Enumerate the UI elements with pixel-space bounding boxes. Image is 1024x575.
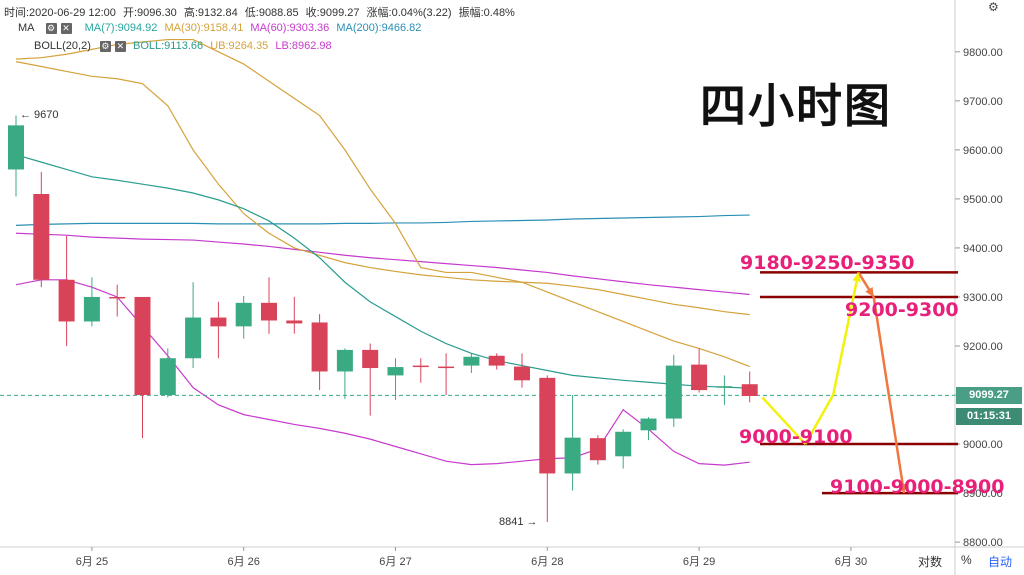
candle-body xyxy=(362,349,379,369)
candle-body xyxy=(58,279,75,322)
candle-body xyxy=(336,349,353,372)
price-tick-label: 9700.00 xyxy=(963,96,1003,108)
chart-title: 四小时图 xyxy=(700,79,892,133)
candle-body xyxy=(8,125,24,170)
candle-body xyxy=(235,302,252,327)
time-tick-label: 6月 29 xyxy=(683,556,715,568)
ma200-series-line xyxy=(15,214,750,226)
annotation-target-up: 9180-9250-9350 xyxy=(740,252,915,274)
projection-arrow-segment xyxy=(872,296,906,494)
boll-indicator-row: BOLL(20,2) ⚙ ✕ BOLL:9113.66 UB:9264.35 LB… xyxy=(34,40,336,52)
price-tick-label: 9800.00 xyxy=(963,47,1003,59)
projection-arrowhead xyxy=(865,287,874,297)
annotation-support: 9000-9100 xyxy=(739,426,853,448)
candle-body xyxy=(387,367,404,376)
boll-readout: BOLL:9113.66 xyxy=(133,40,204,52)
candle-body xyxy=(564,437,581,474)
settings-icon[interactable]: ⚙ xyxy=(99,40,111,52)
settings-icon[interactable]: ⚙ xyxy=(45,22,57,34)
price-tick-label: 8900.00 xyxy=(963,488,1003,500)
auto-scale-button[interactable]: 自动 xyxy=(988,555,1013,569)
projection-arrow-segment xyxy=(831,272,860,396)
time-tick-label: 6月 25 xyxy=(76,556,108,568)
candle-body xyxy=(83,296,100,322)
candle-body xyxy=(615,431,632,457)
low-marker-label: 8841 → xyxy=(499,516,538,528)
ma-indicator-row: MA ⚙ ✕ MA(7):9094.92 MA(30):9158.41 MA(60… xyxy=(18,22,425,34)
gear-icon[interactable]: ⚙ xyxy=(988,0,999,14)
close-icon[interactable]: ✕ xyxy=(114,40,126,52)
candle-body xyxy=(159,358,176,396)
boll-mid-band-line xyxy=(15,154,750,389)
ma30-series-line xyxy=(15,38,750,368)
time-tick-label: 6月 30 xyxy=(835,556,867,568)
candle-body xyxy=(589,438,606,461)
amplitude-readout: 振幅:0.48% xyxy=(458,7,515,19)
price-tick-label: 9500.00 xyxy=(963,194,1003,206)
percent-scale-button[interactable]: % xyxy=(961,553,972,567)
price-tick-label: 8800.00 xyxy=(963,537,1003,549)
candle-body xyxy=(514,366,530,381)
candle-body xyxy=(463,356,480,366)
candle-body xyxy=(412,365,429,368)
ohlc-header: 时间:2020-06-29 12:00 开:9096.30 高:9132.84 … xyxy=(4,4,519,20)
log-scale-button[interactable]: 对数 xyxy=(918,555,943,569)
time-tick-label: 6月 27 xyxy=(379,556,411,568)
candle-body xyxy=(488,355,505,366)
candle-body xyxy=(691,364,708,391)
time-tick-label: 6月 26 xyxy=(227,556,259,568)
close-icon[interactable]: ✕ xyxy=(60,22,72,34)
projection-arrowhead xyxy=(852,272,861,283)
candle-body xyxy=(185,317,202,359)
projection-arrow-segment xyxy=(804,394,835,445)
price-tick-label: 9300.00 xyxy=(963,292,1003,304)
ma60-series-line xyxy=(15,232,750,296)
candle-body xyxy=(539,377,556,474)
close-readout: 收:9099.27 xyxy=(305,7,360,19)
candle-body xyxy=(33,193,50,280)
candle-body xyxy=(210,317,227,327)
annotation-resist: 9200-9300 xyxy=(845,299,959,321)
price-tick-label: 9200.00 xyxy=(963,341,1003,353)
lb-readout: LB:8962.98 xyxy=(275,40,332,52)
high-marker-label: ← 9670 xyxy=(20,109,59,121)
annotation-target-down: 9100-9000-8900 xyxy=(830,476,1005,498)
countdown-tag: 01:15:31 xyxy=(956,408,1022,425)
low-readout: 低:9088.85 xyxy=(244,7,299,19)
candle-body xyxy=(134,296,151,396)
candle-body xyxy=(438,366,455,369)
ma30-readout: MA(30):9158.41 xyxy=(164,22,244,34)
candle-body xyxy=(109,296,126,299)
boll-lower-band-line xyxy=(15,279,750,466)
boll-indicator-label: BOLL(20,2) xyxy=(34,40,91,52)
price-tick-label: 9600.00 xyxy=(963,145,1003,157)
ma7-readout: MA(7):9094.92 xyxy=(84,22,158,34)
projection-arrow-segment xyxy=(761,396,807,445)
change-readout: 涨幅:0.04%(3.22) xyxy=(366,7,452,19)
time-tick-label: 6月 28 xyxy=(531,556,563,568)
current-price-tag: 9099.27 xyxy=(956,387,1022,404)
candle-body xyxy=(311,322,328,372)
candle-body xyxy=(261,302,277,321)
candle-body xyxy=(741,384,758,396)
price-tick-label: 9000.00 xyxy=(963,439,1003,451)
projection-arrowhead xyxy=(898,483,907,494)
candle-body xyxy=(665,365,682,419)
time-readout: 时间:2020-06-29 12:00 xyxy=(4,7,116,19)
ma-indicator-label: MA xyxy=(18,22,35,34)
candle-body xyxy=(716,386,733,388)
ub-readout: UB:9264.35 xyxy=(210,40,269,52)
open-readout: 开:9096.30 xyxy=(122,7,177,19)
price-tick-label: 9400.00 xyxy=(963,243,1003,255)
candle-body xyxy=(640,418,657,431)
candle-body xyxy=(286,320,303,324)
high-readout: 高:9132.84 xyxy=(183,7,238,19)
boll-upper-band-line xyxy=(15,61,750,316)
ma60-readout: MA(60):9303.36 xyxy=(250,22,330,34)
ma200-readout: MA(200):9466.82 xyxy=(336,22,422,34)
